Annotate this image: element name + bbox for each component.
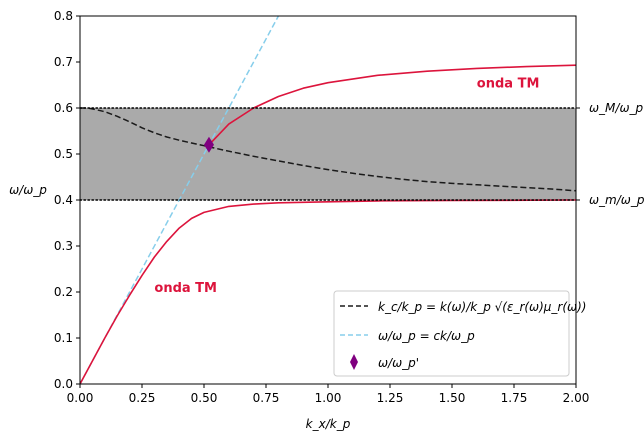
legend-label-kc: k_c/k_p = k(ω)/k_p √(ε_r(ω)μ_r(ω)) [378,300,586,314]
annotations: onda TM onda TM [154,76,539,296]
x-axis-label: k_x/k_p [306,417,351,431]
series-line-3 [80,199,576,384]
marker-layer [203,136,214,153]
y-tick-label-0-4: 0.4 [54,193,73,207]
series-line-2 [80,16,280,384]
legend-swatch-diamond [350,354,358,370]
legend-label-light-line: ω/ω_p = ck/ω_p [378,329,475,343]
x-axis-ticks: 0.00 0.25 0.50 0.75 1.00 1.25 1.50 1.75 2.00 [67,384,590,405]
y-axis-ticks: 0.0 0.1 0.2 0.3 0.4 0.5 0.6 0.7 0.8 [54,9,80,391]
series-line-4 [208,64,576,146]
x-tick-label-0-25: 0.25 [129,391,156,405]
x-tick-label-0-00: 0.00 [67,391,94,405]
reference-label-2: ω_m/ω_p [589,193,644,207]
annotation-onda-tm-1: onda TM [477,76,540,91]
y-tick-label-0-2: 0.2 [54,285,73,299]
y-axis-label: ω/ω_p [9,183,47,197]
reference-label-1: ω_M/ω_p [589,101,643,115]
y-tick-label-0-0: 0.0 [54,377,73,391]
annotation-onda-tm-2: onda TM [154,281,217,296]
y-tick-label-0-5: 0.5 [54,147,73,161]
x-tick-label-0-50: 0.50 [191,391,218,405]
y-tick-label-0-3: 0.3 [54,239,73,253]
marker-diamond-1 [203,136,214,153]
series-line-1 [80,107,576,192]
y-tick-label-0-8: 0.8 [54,9,73,23]
x-tick-label-0-75: 0.75 [253,391,280,405]
series-layer [80,16,576,384]
x-tick-label-1-25: 1.25 [377,391,404,405]
x-tick-label-1-75: 1.75 [501,391,528,405]
y-tick-label-0-7: 0.7 [54,55,73,69]
shaded-band [80,108,576,200]
y-tick-label-0-1: 0.1 [54,331,73,345]
legend: k_c/k_p = k(ω)/k_p √(ε_r(ω)μ_r(ω)) ω/ω_p… [333,290,586,377]
reference-lines: ω_M/ω_p ω_m/ω_p [79,101,644,207]
legend-label-marker: ω/ω_p' [378,356,419,370]
legend-box [333,290,570,377]
x-tick-label-1-00: 1.00 [315,391,342,405]
x-tick-label-2-00: 2.00 [563,391,590,405]
y-tick-label-0-6: 0.6 [54,101,73,115]
x-tick-label-1-50: 1.50 [439,391,466,405]
